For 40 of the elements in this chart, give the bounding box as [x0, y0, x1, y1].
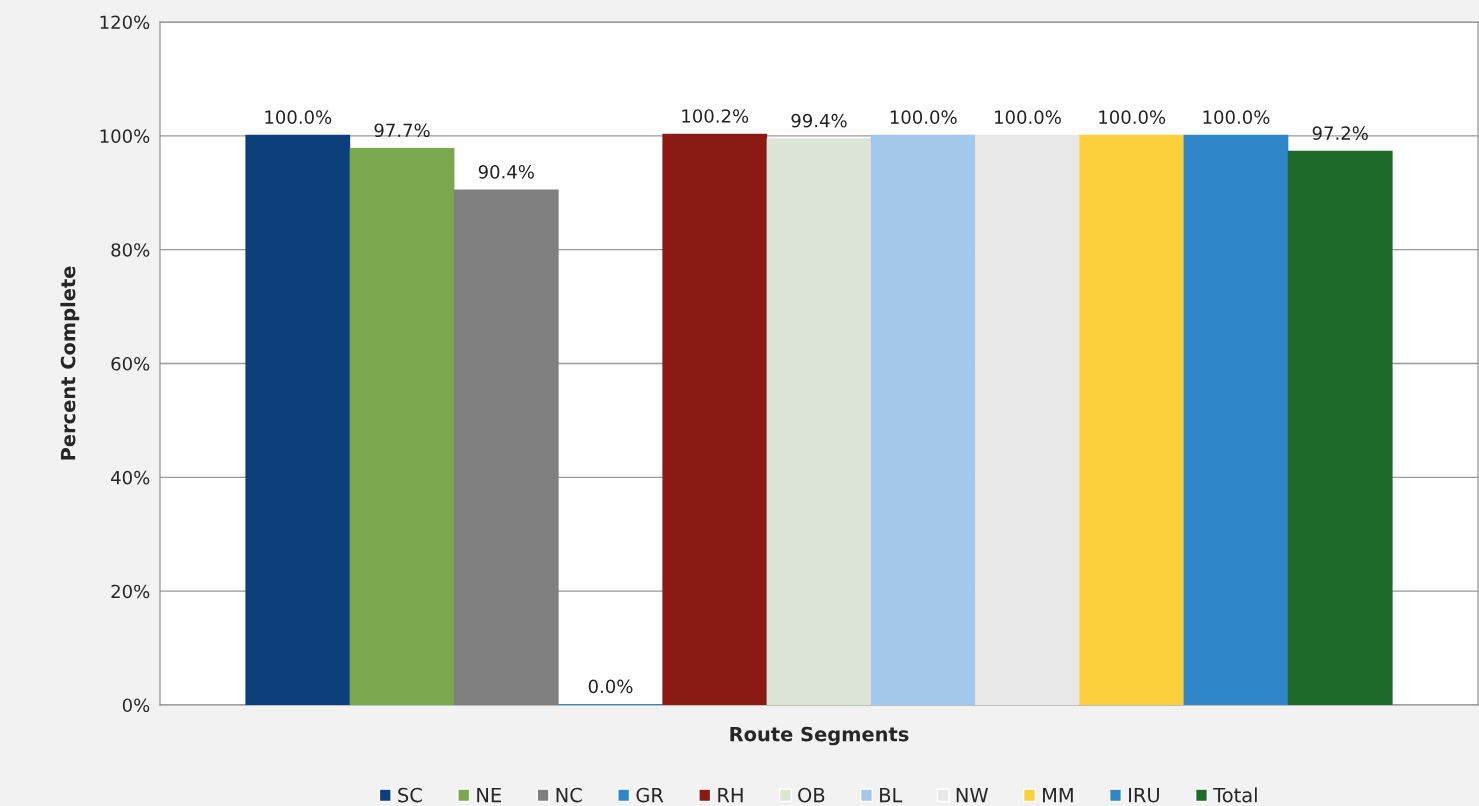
y-tick-label: 60% — [111, 356, 150, 371]
bar — [245, 134, 351, 705]
legend-label: NE — [477, 787, 501, 803]
legend-label: NW — [956, 787, 988, 803]
data-label: 97.7% — [374, 123, 430, 138]
y-tick-label: 80% — [111, 243, 150, 257]
y-tick-label: 100% — [100, 129, 150, 143]
data-label: 100.0% — [890, 110, 957, 124]
y-tick-label: 120% — [100, 15, 150, 30]
legend-label: IRU — [1129, 787, 1159, 803]
legend-label: Total — [1213, 787, 1257, 803]
y-tick-label: 0% — [122, 698, 150, 713]
data-label: 0.0% — [588, 679, 633, 694]
legend-label: RH — [718, 787, 743, 803]
data-label: 90.4% — [478, 164, 534, 179]
y-tick-label: 20% — [111, 584, 150, 599]
data-label: 100.0% — [1099, 110, 1166, 124]
legend-label: NC — [556, 787, 582, 803]
bar — [870, 134, 976, 705]
y-tick-label: 40% — [111, 470, 150, 485]
bar — [975, 134, 1080, 705]
data-label: 100.0% — [995, 110, 1061, 124]
data-label: 100.2% — [682, 109, 749, 123]
legend-label: OB — [798, 787, 825, 803]
legend-label: SC — [398, 787, 422, 803]
bar — [1079, 134, 1185, 705]
bar — [1183, 134, 1289, 705]
data-label: 100.0% — [265, 110, 332, 124]
data-label: 97.2% — [1312, 126, 1368, 140]
data-label: 100.0% — [1203, 110, 1270, 124]
x-axis-title: Route Segments — [730, 726, 909, 746]
bar — [1287, 150, 1393, 705]
bar — [662, 133, 768, 705]
legend-label: BL — [880, 787, 903, 803]
legend-label: MM — [1043, 787, 1073, 803]
y-axis-title: Percent Complete — [60, 266, 80, 460]
bar — [766, 138, 872, 705]
bar — [349, 147, 455, 705]
legend-label: GR — [636, 787, 664, 803]
data-label: 99.4% — [791, 113, 847, 128]
